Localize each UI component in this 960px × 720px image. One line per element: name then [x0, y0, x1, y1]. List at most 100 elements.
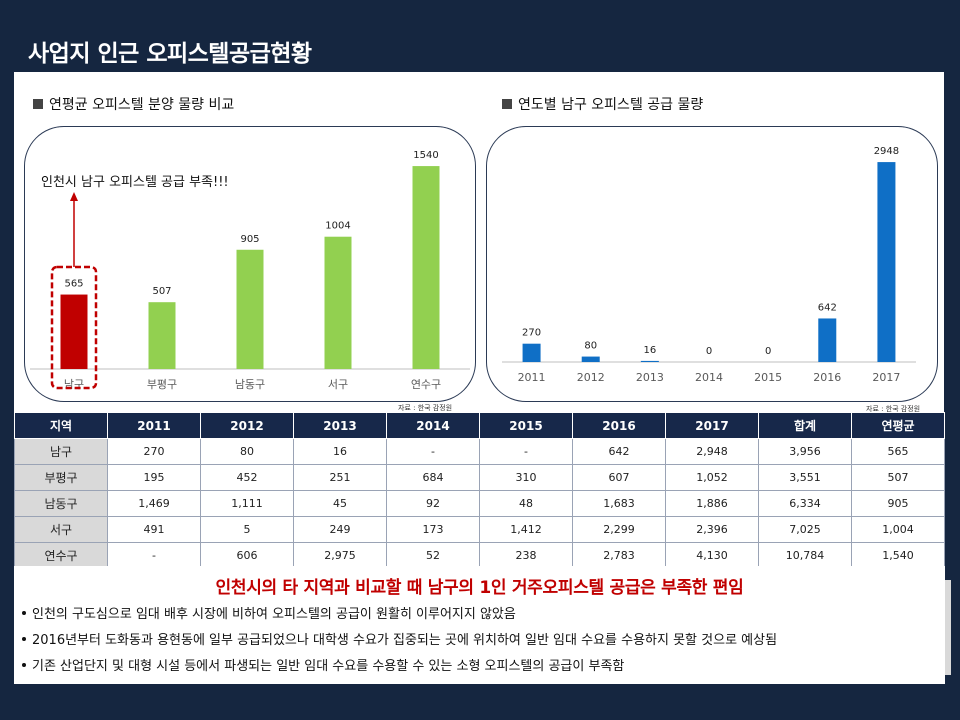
bullet-dot-icon: [22, 637, 26, 641]
table-cell: 1,683: [572, 490, 666, 517]
supply-table: 지역 2011 2012 2013 2014 2015 2016 2017 합계 연평균 남구 27…: [14, 412, 945, 569]
column-header: 2012: [200, 412, 294, 439]
column-header: 연평균: [851, 412, 945, 439]
table-cell: 452: [200, 464, 294, 491]
table-cell: 1,886: [665, 490, 759, 517]
table-cell: 1,004: [851, 516, 945, 543]
table-cell: 1,412: [479, 516, 573, 543]
table-cell: 5: [200, 516, 294, 543]
bar: [236, 249, 264, 369]
table-cell: 4,130: [665, 542, 759, 569]
tick-label: 2013: [636, 371, 664, 384]
table-cell: 1,052: [665, 464, 759, 491]
table-header-row: 지역 2011 2012 2013 2014 2015 2016 2017 합계 연평균: [14, 412, 945, 439]
summary-headline: 인천시의 타 지역과 비교할 때 남구의 1인 거주오피스텔 공급은 부족한 편…: [215, 578, 744, 598]
data-label: 80: [584, 341, 597, 352]
table-cell: -: [479, 438, 573, 465]
table-cell: 52: [386, 542, 480, 569]
table-body: 남구 270 80 16- -642 2,948 3,956 565 부평구 195 452 251 6…: [14, 438, 945, 569]
annotation-text: 인천시 남구 오피스텔 공급 부족!!!: [41, 175, 229, 190]
tick-label: 2017: [872, 371, 900, 384]
table-cell: 249: [293, 516, 387, 543]
table-cell: 10,784: [758, 542, 852, 569]
table-cell: 2,948: [665, 438, 759, 465]
page-title: 사업지 인근 오피스텔공급현황: [28, 41, 312, 67]
data-label: 642: [818, 302, 837, 313]
table-cell: -: [107, 542, 201, 569]
tick-label: 서구: [328, 378, 348, 391]
table-cell: 606: [200, 542, 294, 569]
bullet-item: 기존 산업단지 및 대형 시설 등에서 파생되는 일반 임대 수요를 수용할 수…: [22, 654, 945, 680]
data-label: 270: [522, 328, 541, 339]
table-cell: 238: [479, 542, 573, 569]
bar: [60, 294, 88, 369]
data-label: 0: [765, 346, 771, 357]
table-cell: 173: [386, 516, 480, 543]
data-label: 1004: [325, 221, 350, 232]
table-cell: 16: [293, 438, 387, 465]
data-label: 0: [706, 346, 712, 357]
table-row: 서구 491 5 249 173 1,412 2,299 2,396 7,025 1,004: [14, 516, 945, 543]
table-row: 남동구 1,469 1,111 45 92 48 1,683 1,886 6,334 905: [14, 490, 945, 517]
table-cell: 195: [107, 464, 201, 491]
bullet-dot-icon: [22, 611, 26, 615]
bar: [818, 318, 837, 362]
data-label: 16: [643, 345, 656, 356]
highlight-dashed-box: [50, 265, 98, 390]
tick-label: 연수구: [411, 378, 441, 391]
table-cell: 48: [479, 490, 573, 517]
column-header: 2015: [479, 412, 573, 439]
table-cell: 905: [851, 490, 945, 517]
tick-label: 남동구: [235, 378, 265, 391]
bullet-text: 2016년부터 도화동과 용현동에 일부 공급되었으나 대학생 수요가 집중되는…: [32, 633, 778, 648]
row-header-cell: 연수구: [14, 542, 108, 569]
table-cell: 7,025: [758, 516, 852, 543]
decorative-strip: [945, 580, 951, 675]
table-cell: -: [386, 438, 480, 465]
table-cell: 80: [200, 438, 294, 465]
table-cell: 565: [851, 438, 945, 465]
bullet-text: 기존 산업단지 및 대형 시설 등에서 파생되는 일반 임대 수요를 수용할 수…: [32, 659, 625, 674]
table-cell: 491: [107, 516, 201, 543]
data-label: 1540: [413, 150, 438, 161]
tick-label: 2011: [518, 371, 546, 384]
table-cell: 2,299: [572, 516, 666, 543]
table-row: 연수구 -606 2,975 52 238 2,783 4,130 10,784 1,540: [14, 542, 945, 569]
row-header-cell: 남구: [14, 438, 108, 465]
table-cell: 507: [851, 464, 945, 491]
right-section-title: 연도별 남구 오피스텔 공급 물량: [502, 94, 703, 114]
column-header: 합계: [758, 412, 852, 439]
bar: [581, 356, 600, 362]
bar: [877, 162, 896, 362]
table-cell: 2,975: [293, 542, 387, 569]
data-label: 2948: [874, 146, 899, 157]
tick-label: 2015: [754, 371, 782, 384]
bullet-item: 인천의 구도심으로 임대 배후 시장에 비하여 오피스텔의 공급이 원활히 이루…: [22, 602, 945, 628]
table-cell: 270: [107, 438, 201, 465]
data-label: 507: [152, 286, 171, 297]
bar: [412, 166, 440, 369]
column-header: 2017: [665, 412, 759, 439]
right-chart-box: 270 2011 80 2012 16 2013 0 2014 0 2015 642 2016 2948…: [486, 126, 938, 402]
bar: [148, 302, 176, 369]
table-cell: 684: [386, 464, 480, 491]
table-cell: 1,469: [107, 490, 201, 517]
bullet-dot-icon: [22, 663, 26, 667]
tick-label: 부평구: [147, 378, 177, 391]
table-row: 부평구 195 452 251 684 310 607 1,052 3,551 507: [14, 464, 945, 491]
bar: [324, 236, 352, 369]
table-cell: 45: [293, 490, 387, 517]
left-section-title-text: 연평균 오피스텔 분양 물량 비교: [49, 97, 235, 113]
square-bullet-icon: [502, 99, 512, 109]
column-header: 2016: [572, 412, 666, 439]
bar: [640, 360, 659, 362]
table-cell: 1,111: [200, 490, 294, 517]
column-header: 2014: [386, 412, 480, 439]
bullet-text: 인천의 구도심으로 임대 배후 시장에 비하여 오피스텔의 공급이 원활히 이루…: [32, 607, 516, 622]
table-cell: 607: [572, 464, 666, 491]
right-bar-chart: 270 2011 80 2012 16 2013 0 2014 0 2015 642 2016 2948…: [502, 146, 916, 384]
right-section-title-text: 연도별 남구 오피스텔 공급 물량: [518, 97, 704, 113]
left-section-title: 연평균 오피스텔 분양 물량 비교: [33, 94, 234, 114]
column-header: 지역: [14, 412, 108, 439]
